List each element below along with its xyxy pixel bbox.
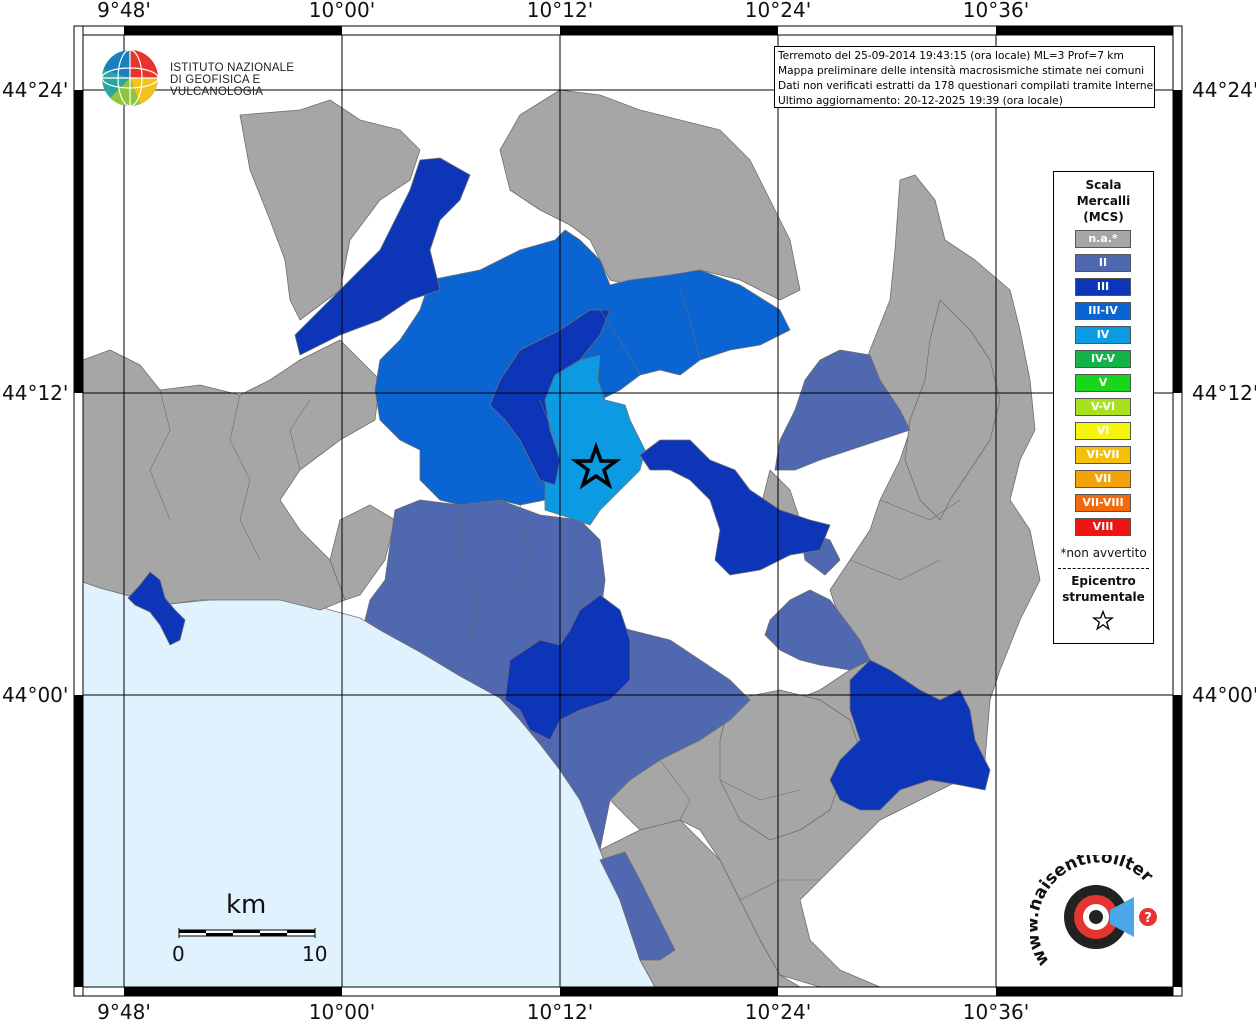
legend-items: n.a.* II III III-IV IV IV-V V V-VI VI VI-VII VII VI… — [1075, 230, 1133, 542]
ingv-name-line: ISTITUTO NAZIONALE — [170, 62, 295, 74]
region-ii — [599, 851, 676, 961]
legend-swatch: II — [1075, 254, 1131, 272]
legend-item: V — [1075, 374, 1133, 398]
longitude-label-top: 10°36' — [962, 0, 1030, 22]
latitude-label-left: 44°12' — [2, 381, 69, 405]
latitude-label-right: 44°24' — [1192, 78, 1256, 102]
legend-epicenter-line: strumentale — [1062, 590, 1145, 604]
legend-swatch: V-VI — [1075, 398, 1131, 416]
scale-bar-graphic — [178, 928, 316, 938]
legend-title-line: (MCS) — [1083, 210, 1124, 224]
region-na — [499, 89, 801, 301]
event-info-line: Ultimo aggiornamento: 20-12-2025 19:39 (… — [778, 95, 1063, 107]
legend-item: VIII — [1075, 518, 1133, 542]
region-iii — [504, 594, 631, 741]
region-na — [329, 504, 396, 601]
legend-item: III-IV — [1075, 302, 1133, 326]
latitude-label-right: 44°00' — [1192, 683, 1256, 707]
legend-item: VII — [1075, 470, 1133, 494]
hsit-question-mark: ? — [1144, 911, 1152, 926]
longitude-label-top: 9°48' — [97, 0, 151, 22]
region-ii — [774, 349, 911, 471]
legend-swatch: VI-VII — [1075, 446, 1131, 464]
legend-separator — [1058, 568, 1149, 569]
legend-title: Scala Mercalli (MCS) — [1054, 177, 1153, 225]
legend-swatch: VI — [1075, 422, 1131, 440]
legend-swatch: IV — [1075, 326, 1131, 344]
longitude-label-top: 10°12' — [526, 0, 594, 22]
map-frame — [73, 25, 1183, 997]
legend-note: *non avvertito — [1060, 546, 1147, 560]
legend-swatch: n.a.* — [1075, 230, 1131, 248]
ingv-name: ISTITUTO NAZIONALE DI GEOFISICA E VULCAN… — [170, 62, 320, 98]
legend-swatch: VII-VIII — [1075, 494, 1131, 512]
legend-item: II — [1075, 254, 1133, 278]
legend-item: VI — [1075, 422, 1133, 446]
longitude-label-top: 10°24' — [744, 0, 812, 22]
epicenter-star-icon — [570, 441, 622, 490]
legend-item: VI-VII — [1075, 446, 1133, 470]
legend-item: n.a.* — [1075, 230, 1133, 254]
legend-title-line: Mercalli — [1076, 194, 1131, 208]
region-iii — [489, 309, 611, 486]
event-info-line: Mappa preliminare delle intensità macros… — [778, 65, 1145, 77]
scale-end-label: 10 — [302, 942, 328, 966]
legend-swatch: III-IV — [1075, 302, 1131, 320]
latitude-label-left: 44°24' — [2, 78, 69, 102]
hsit-logo-graphic: www.haisentitoilterremoto.it ? — [1021, 840, 1157, 969]
legend-item: IV-V — [1075, 350, 1133, 374]
longitude-label-bottom: 9°48' — [97, 1000, 151, 1024]
legend-item: V-VI — [1075, 398, 1133, 422]
region-iii — [639, 439, 831, 576]
legend-swatch: III — [1075, 278, 1131, 296]
longitude-label-bottom: 10°12' — [526, 1000, 594, 1024]
legend-item: III — [1075, 278, 1133, 302]
legend-epicenter-line: Epicentro — [1071, 574, 1136, 588]
latitude-label-left: 44°00' — [2, 683, 69, 707]
event-info-line: Terremoto del 25-09-2014 19:43:15 (ora l… — [778, 50, 1124, 62]
scale-bar: km 0 10 — [170, 890, 330, 970]
region-iii — [829, 659, 991, 811]
hsit-logo: www.haisentitoilterremoto.it ? — [1021, 840, 1170, 985]
map-grid — [83, 35, 1173, 987]
municipal-borders — [149, 289, 961, 901]
ingv-logo: ISTITUTO NAZIONALE DI GEOFISICA E VULCAN… — [100, 48, 320, 110]
legend-epicenter-label: Epicentro strumentale — [1054, 573, 1153, 605]
legend-item: IV — [1075, 326, 1133, 350]
event-info-line: Dati non verificati estratti da 178 ques… — [778, 80, 1155, 92]
longitude-label-bottom: 10°24' — [744, 1000, 812, 1024]
latitude-label-right: 44°12' — [1192, 381, 1256, 405]
longitude-label-bottom: 10°00' — [308, 1000, 376, 1024]
legend-swatch: IV-V — [1075, 350, 1131, 368]
legend-swatch: VII — [1075, 470, 1131, 488]
scale-start-label: 0 — [172, 942, 185, 966]
event-info-box: Terremoto del 25-09-2014 19:43:15 (ora l… — [774, 46, 1155, 108]
intensity-legend: Scala Mercalli (MCS) n.a.* II III III-IV IV I… — [1053, 171, 1154, 644]
region-na — [239, 99, 421, 321]
scale-unit: km — [226, 890, 267, 920]
ingv-globe-icon — [101, 49, 159, 107]
legend-swatch: V — [1075, 374, 1131, 392]
longitude-label-top: 10°00' — [308, 0, 376, 22]
legend-title-line: Scala — [1085, 178, 1122, 192]
legend-swatch: VIII — [1075, 518, 1131, 536]
legend-item: VII-VIII — [1075, 494, 1133, 518]
longitude-label-bottom: 10°36' — [962, 1000, 1030, 1024]
region-iii — [127, 571, 186, 646]
epicenter-star-icon — [1092, 610, 1114, 631]
ingv-name-line: DI GEOFISICA E VULCANOLOGIA — [170, 74, 264, 98]
region-iii — [294, 157, 471, 356]
